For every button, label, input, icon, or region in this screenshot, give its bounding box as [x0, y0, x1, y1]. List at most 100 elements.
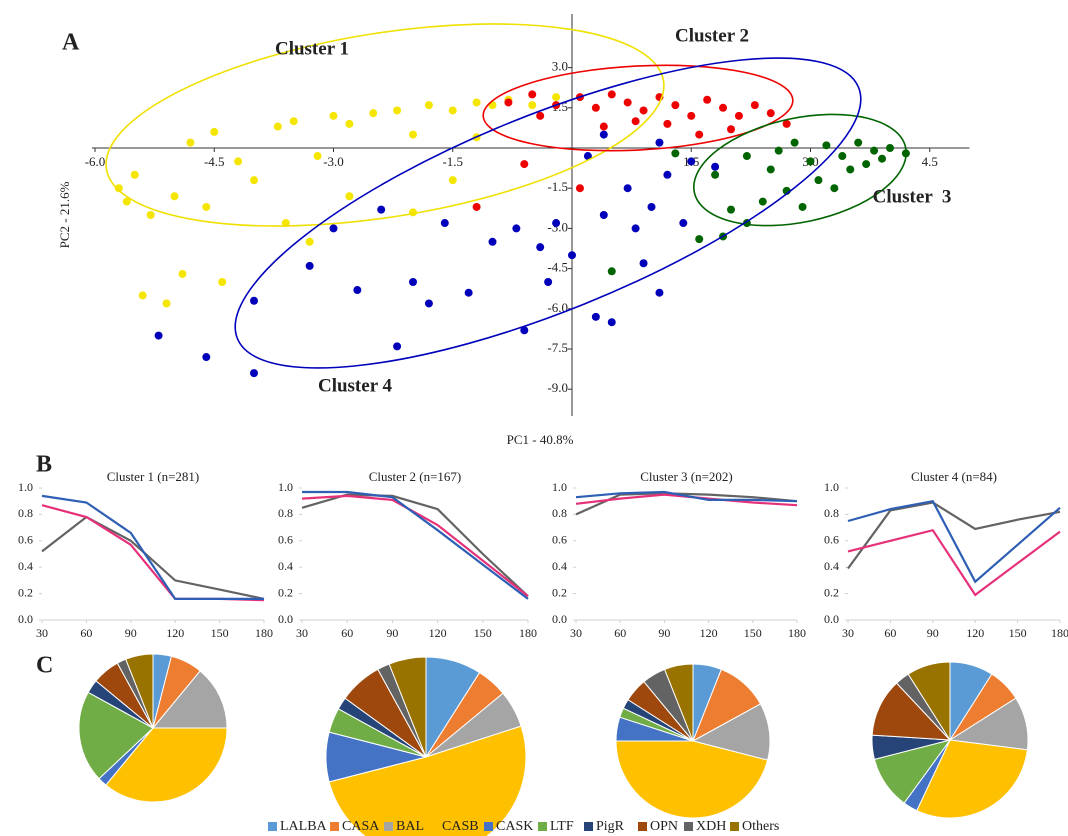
point [114, 184, 123, 193]
point [750, 101, 759, 110]
x-tick-label: 150 [474, 626, 492, 640]
legend-label: OPN [650, 819, 678, 834]
x-tick-label: 180 [1051, 626, 1068, 640]
pie-slice [916, 739, 1028, 819]
point [655, 138, 664, 147]
y-tick-label: 0.8 [552, 506, 567, 520]
point [878, 154, 887, 163]
legend-label: CASK [496, 819, 533, 834]
x-tick-label: 60 [80, 626, 92, 640]
point [607, 267, 616, 276]
x-tick-label: 30 [842, 626, 854, 640]
y-tick-label: -1.5 [547, 179, 568, 194]
x-axis-title: PC1 - 40.8% [507, 432, 574, 447]
point [186, 138, 195, 147]
point [305, 261, 314, 270]
point [583, 152, 592, 161]
point [575, 184, 584, 193]
point [639, 106, 648, 115]
legend-label: LTF [550, 819, 574, 834]
point [488, 237, 497, 246]
x-tick-label: 90 [125, 626, 137, 640]
chart-title: Cluster 2 (n=167) [369, 469, 462, 484]
x-tick-label: 60 [884, 626, 896, 640]
point [790, 138, 799, 147]
x-tick-label: 120 [166, 626, 184, 640]
point [154, 331, 163, 340]
point [448, 106, 457, 115]
point [766, 109, 775, 118]
y-tick-label: 0.8 [824, 506, 839, 520]
cluster-label: Cluster 4 [318, 375, 393, 396]
point [345, 119, 354, 128]
point [854, 138, 863, 147]
point [234, 157, 243, 166]
point [734, 111, 743, 120]
y-tick-label: 1.0 [552, 480, 567, 494]
y-tick-label: -4.5 [547, 260, 568, 275]
point [520, 160, 529, 169]
point [552, 93, 561, 102]
x-tick-label: -6.0 [85, 154, 106, 169]
y-tick-label: 0.8 [18, 506, 33, 520]
point [671, 101, 680, 110]
legend-label: XDH [696, 819, 726, 834]
point [663, 170, 672, 179]
series-line [41, 504, 265, 602]
y-tick-label: 0.6 [278, 533, 293, 547]
point [552, 219, 561, 228]
point [870, 146, 879, 155]
x-tick-label: 180 [255, 626, 273, 640]
chart-title: Cluster 1 (n=281) [107, 469, 200, 484]
point [695, 130, 704, 139]
y-tick-label: 0.4 [18, 559, 33, 573]
legend-swatch [684, 822, 693, 831]
x-tick-label: 30 [570, 626, 582, 640]
point [798, 202, 807, 211]
point [289, 117, 298, 126]
legend-swatch [430, 822, 439, 831]
legend-swatch [484, 822, 493, 831]
point [393, 106, 402, 115]
series-line [301, 494, 529, 598]
y-tick-label: -6.0 [547, 300, 568, 315]
point [130, 170, 139, 179]
point [424, 101, 433, 110]
legend-swatch [384, 822, 393, 831]
point [607, 318, 616, 327]
point [472, 98, 481, 107]
series-line [41, 515, 265, 600]
series-line [301, 493, 529, 598]
point [591, 312, 600, 321]
point [631, 224, 640, 233]
point [623, 184, 632, 193]
point [273, 122, 282, 131]
point [862, 160, 871, 169]
point [639, 259, 648, 268]
pie-slice [105, 727, 228, 803]
point [758, 197, 767, 206]
x-tick-label: 180 [519, 626, 537, 640]
point [536, 111, 545, 120]
pie-slice [151, 670, 228, 729]
y-tick-label: 0.2 [278, 585, 293, 599]
pie-slice [388, 656, 427, 758]
x-tick-label: 90 [386, 626, 398, 640]
point [409, 130, 417, 139]
point [353, 286, 362, 295]
point [377, 205, 386, 214]
point [544, 278, 553, 286]
cluster-ellipse [234, 57, 862, 369]
y-tick-label: 0.4 [278, 559, 293, 573]
point [711, 170, 720, 179]
pie-slice [78, 691, 154, 780]
x-tick-label: 4.5 [922, 154, 938, 169]
x-tick-label: 30 [36, 626, 48, 640]
point [687, 157, 696, 166]
point [687, 111, 696, 120]
point [218, 278, 227, 286]
series-line [302, 490, 529, 600]
point [599, 211, 608, 219]
legend-label: BAL [396, 819, 424, 834]
point [814, 176, 823, 185]
